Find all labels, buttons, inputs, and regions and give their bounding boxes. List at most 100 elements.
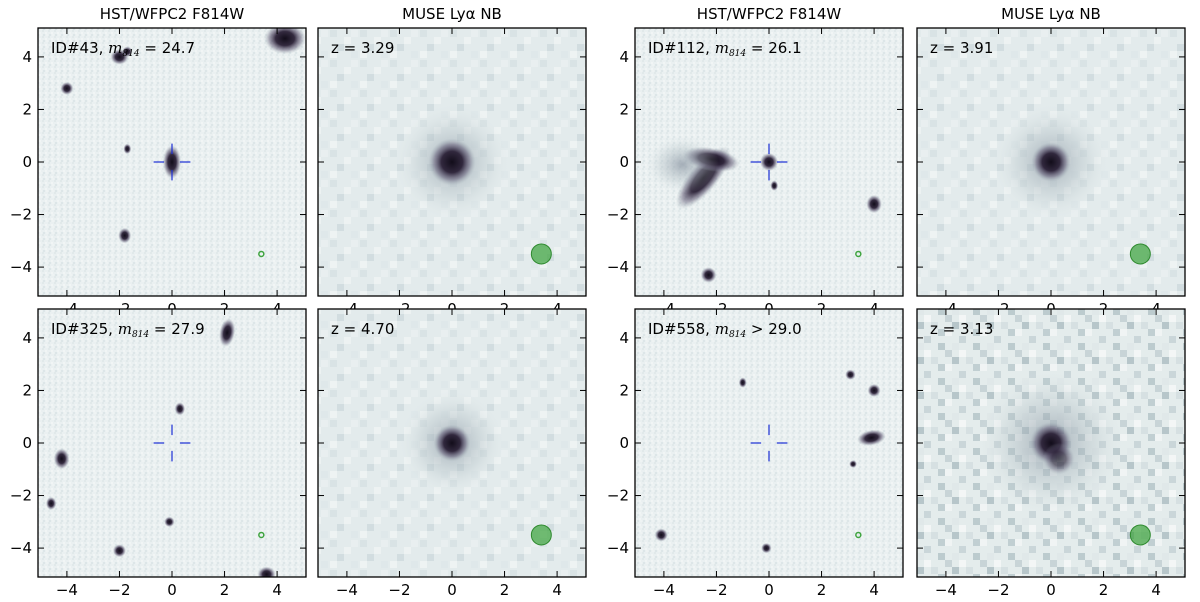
y-tick-label: −4 xyxy=(10,539,32,557)
y-tick-label: −2 xyxy=(10,206,32,224)
x-tick-label: −2 xyxy=(108,581,130,599)
object-id-label: ID#43, m814 = 24.7 xyxy=(51,39,195,59)
panel-image xyxy=(635,28,903,296)
panel-image xyxy=(917,309,1185,577)
x-tick-label: 0 xyxy=(447,581,457,599)
y-tick-label: 0 xyxy=(22,153,32,171)
lya-emission xyxy=(1031,142,1071,182)
panel-image xyxy=(318,309,586,577)
y-tick-label: −4 xyxy=(607,539,629,557)
source-blob xyxy=(849,460,858,468)
x-tick-label: −2 xyxy=(388,581,410,599)
object-id-label: ID#325, m814 = 27.9 xyxy=(51,320,205,340)
target-source xyxy=(759,152,779,172)
redshift-label: z = 4.70 xyxy=(331,320,394,338)
y-tick-label: −2 xyxy=(607,206,629,224)
column-title: MUSE Lyα NB xyxy=(1001,5,1101,23)
y-tick-label: −4 xyxy=(10,258,32,276)
psf-marker xyxy=(855,250,862,258)
x-tick-label: 0 xyxy=(764,581,774,599)
source-blob xyxy=(654,528,668,542)
source-blob xyxy=(112,544,127,558)
y-tick-label: −2 xyxy=(607,487,629,505)
column-title: HST/WFPC2 F814W xyxy=(100,5,245,23)
object-id-label: ID#558, m814 > 29.0 xyxy=(648,320,802,340)
psf-marker xyxy=(258,250,265,258)
source-blob xyxy=(257,566,276,577)
lya-emission xyxy=(433,424,471,462)
magnitude-value: = 27.9 xyxy=(149,320,205,338)
source-blob xyxy=(164,516,175,528)
panel-background xyxy=(38,309,306,577)
galaxy-halo xyxy=(645,135,720,194)
panel-image xyxy=(38,309,306,577)
source-blob xyxy=(770,180,779,191)
psf-marker xyxy=(258,531,265,539)
object-id: ID#558, xyxy=(648,320,715,338)
magnitude-band: 814 xyxy=(729,49,746,59)
y-tick-label: 0 xyxy=(619,434,629,452)
x-tick-label: −4 xyxy=(935,581,957,599)
magnitude-band: 814 xyxy=(122,49,139,59)
y-tick-label: 0 xyxy=(619,153,629,171)
source-blob xyxy=(738,377,747,388)
redshift-label: z = 3.91 xyxy=(930,39,993,57)
source-blob xyxy=(219,318,236,347)
object-id: ID#43, xyxy=(51,39,108,57)
lya-emission xyxy=(428,138,476,186)
redshift-label: z = 3.29 xyxy=(331,39,394,57)
source-blob xyxy=(122,46,133,57)
y-tick-label: 4 xyxy=(22,48,32,66)
x-tick-label: 4 xyxy=(1151,581,1161,599)
source-blob xyxy=(845,369,856,380)
x-tick-label: −4 xyxy=(336,581,358,599)
source-blob xyxy=(60,81,74,95)
redshift-label: z = 3.13 xyxy=(930,320,993,338)
source-blob xyxy=(857,429,886,446)
magnitude-band: 814 xyxy=(132,330,149,340)
source-blob xyxy=(53,448,70,470)
magnitude-symbol: m xyxy=(108,39,122,57)
y-tick-label: 2 xyxy=(22,100,32,118)
y-tick-label: 2 xyxy=(619,381,629,399)
source-blob xyxy=(867,383,881,398)
lya-emission-extension xyxy=(1043,443,1075,475)
x-tick-label: −2 xyxy=(987,581,1009,599)
source-blob xyxy=(761,542,772,554)
object-id: ID#325, xyxy=(51,320,118,338)
x-tick-label: 0 xyxy=(167,581,177,599)
y-tick-label: −4 xyxy=(607,258,629,276)
muse-panel: −4 −2 0 2 4 z = 3.13 xyxy=(916,308,1186,599)
source-blob xyxy=(123,143,132,155)
source-blob xyxy=(700,267,717,283)
psf-circle xyxy=(530,524,552,546)
source-blob xyxy=(263,28,306,55)
source-blob xyxy=(118,227,132,244)
column-title: MUSE Lyα NB xyxy=(402,5,502,23)
panel-image xyxy=(38,28,306,296)
object-id: ID#112, xyxy=(648,39,715,57)
target-source xyxy=(162,144,182,180)
panel-image xyxy=(917,28,1185,296)
psf-marker xyxy=(855,531,862,539)
psf-circle xyxy=(1129,524,1151,546)
source-blob xyxy=(45,496,57,510)
x-tick-label: 0 xyxy=(1046,581,1056,599)
x-tick-label: −4 xyxy=(56,581,78,599)
x-tick-label: 4 xyxy=(272,581,282,599)
panel-image xyxy=(318,28,586,296)
psf-circle xyxy=(1129,243,1151,265)
y-tick-label: 4 xyxy=(619,48,629,66)
hst-panel: −4 −2 0 2 4 4 2 0 −2 −4 ID#558, m814 > 29.0 xyxy=(607,308,904,599)
y-tick-label: 0 xyxy=(22,434,32,452)
magnitude-symbol: m xyxy=(715,320,729,338)
x-tick-label: 4 xyxy=(869,581,879,599)
object-id-label: ID#112, m814 = 26.1 xyxy=(648,39,802,59)
y-tick-label: −2 xyxy=(10,487,32,505)
source-blob xyxy=(866,194,882,214)
